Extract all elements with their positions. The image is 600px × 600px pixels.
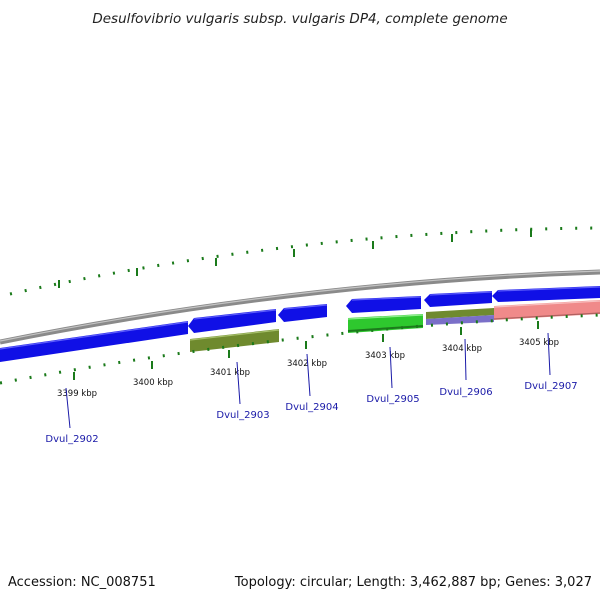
inner-dotted-ring [0,313,600,385]
gene-label-dvul-2902[interactable]: Dvul_2902 [45,434,98,445]
gene-label-dvul-2906[interactable]: Dvul_2906 [439,387,492,398]
gene-label-leaders [65,332,551,429]
cds-dvul-2902[interactable] [0,321,188,362]
gene-labels: Dvul_2902 Dvul_2903 Dvul_2904 Dvul_2905 … [45,381,577,445]
gene-label-dvul-2905[interactable]: Dvul_2905 [366,394,419,405]
cds-dvul-2907[interactable] [492,286,600,302]
feature-pink-2907[interactable] [494,300,600,320]
map-title: Desulfovibrio vulgaris subsp. vulgaris D… [92,11,507,27]
tick-label-3401: 3401 kbp [210,368,250,378]
genome-backbone [0,269,600,345]
cds-dvul-2905[interactable] [346,296,421,313]
tick-label-3403: 3403 kbp [365,351,405,361]
tick-label-3402: 3402 kbp [287,359,327,369]
accession-text: Accession: NC_008751 [8,575,156,590]
gene-label-dvul-2903[interactable]: Dvul_2903 [216,410,269,421]
feature-olive-2903[interactable] [190,329,279,352]
genome-summary-text: Topology: circular; Length: 3,462,887 bp… [234,575,592,590]
tick-label-3404: 3404 kbp [442,344,482,354]
tick-label-3400: 3400 kbp [133,378,173,388]
gene-label-dvul-2904[interactable]: Dvul_2904 [285,402,338,413]
tick-label-3405: 3405 kbp [519,338,559,348]
cds-dvul-2903[interactable] [188,309,276,333]
feature-olive-2906[interactable] [426,308,494,319]
gene-label-dvul-2907[interactable]: Dvul_2907 [524,381,577,392]
tick-labels: 3399 kbp 3400 kbp 3401 kbp 3402 kbp 3403… [57,338,559,399]
tick-label-3399: 3399 kbp [57,389,97,399]
outer-dotted-ring [9,226,600,296]
